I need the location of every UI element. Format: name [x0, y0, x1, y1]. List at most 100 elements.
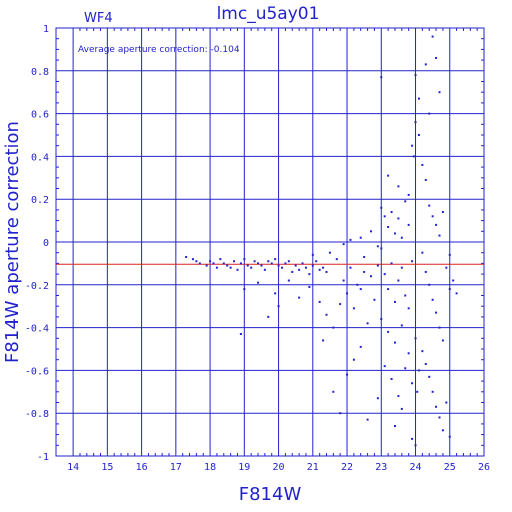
- data-point: [424, 270, 427, 273]
- data-point: [267, 260, 270, 263]
- data-point: [414, 121, 417, 124]
- y-tick-label: 0.8: [31, 67, 49, 78]
- y-tick-label: 0.6: [31, 110, 49, 121]
- data-point: [431, 390, 434, 393]
- x-tick-label: 25: [444, 462, 456, 473]
- data-point: [390, 262, 393, 265]
- data-point: [438, 91, 441, 94]
- data-point: [438, 416, 441, 419]
- data-point: [400, 324, 403, 327]
- data-point: [311, 264, 314, 267]
- data-point: [404, 200, 407, 203]
- data-point: [298, 296, 301, 299]
- x-tick-label: 20: [273, 462, 285, 473]
- data-point: [339, 303, 342, 306]
- data-point: [270, 262, 273, 265]
- data-point: [229, 266, 232, 269]
- data-point: [452, 279, 455, 282]
- y-tick-label: -1: [37, 452, 49, 463]
- data-point: [438, 326, 441, 329]
- data-point: [411, 382, 414, 385]
- y-tick-label: -0.8: [25, 409, 49, 420]
- x-tick-label: 21: [307, 462, 319, 473]
- x-tick-label: 17: [170, 462, 182, 473]
- data-point: [435, 311, 438, 314]
- data-point: [407, 352, 410, 355]
- data-point: [287, 279, 290, 282]
- data-point: [294, 264, 297, 267]
- data-point: [185, 255, 188, 258]
- x-tick-label: 15: [101, 462, 113, 473]
- data-point: [380, 76, 383, 79]
- data-point: [250, 266, 253, 269]
- data-point: [380, 247, 383, 250]
- plot-frame: [55, 27, 485, 457]
- x-tick-label: 18: [204, 462, 216, 473]
- data-point: [393, 300, 396, 303]
- y-tick-label: -0.6: [25, 366, 49, 377]
- data-point: [428, 283, 431, 286]
- data-point: [417, 97, 420, 100]
- data-point: [431, 215, 434, 218]
- chart-title: lmc_u5ay01: [217, 4, 320, 24]
- data-point: [445, 401, 448, 404]
- y-tick-label: 0.4: [31, 152, 49, 163]
- data-point: [236, 268, 239, 271]
- data-point: [198, 262, 201, 265]
- data-point: [424, 362, 427, 365]
- y-tick-label: 0: [43, 238, 49, 249]
- data-point: [287, 260, 290, 263]
- data-point: [455, 292, 458, 295]
- data-point: [441, 339, 444, 342]
- data-point: [322, 339, 325, 342]
- x-tick-label: 24: [409, 462, 421, 473]
- x-tick-label: 23: [375, 462, 387, 473]
- panel-label: WF4: [84, 11, 113, 26]
- x-tick-label: 19: [238, 462, 250, 473]
- data-point: [431, 298, 434, 301]
- data-point: [315, 260, 318, 263]
- data-point: [448, 435, 451, 438]
- y-tick-label: 0.2: [31, 195, 49, 206]
- data-point: [311, 253, 314, 256]
- data-point: [325, 313, 328, 316]
- data-point: [400, 236, 403, 239]
- data-point: [260, 264, 263, 267]
- y-tick-label: -0.4: [25, 324, 49, 335]
- data-point: [376, 245, 379, 248]
- data-point: [397, 217, 400, 220]
- x-tick-label: 16: [136, 462, 148, 473]
- data-point: [342, 279, 345, 282]
- data-point: [325, 270, 328, 273]
- data-point: [421, 163, 424, 166]
- data-point: [277, 264, 280, 267]
- data-point: [335, 258, 338, 261]
- data-point: [253, 260, 256, 263]
- data-point: [212, 262, 215, 265]
- data-point: [308, 285, 311, 288]
- data-point: [428, 204, 431, 207]
- data-point: [411, 260, 414, 263]
- data-point: [366, 322, 369, 325]
- data-point: [274, 258, 277, 261]
- data-point: [280, 266, 283, 269]
- data-point: [349, 238, 352, 241]
- data-point: [407, 307, 410, 310]
- data-point: [445, 266, 448, 269]
- data-point: [435, 405, 438, 408]
- data-point: [393, 425, 396, 428]
- data-point: [352, 307, 355, 310]
- data-point: [411, 437, 414, 440]
- data-point: [404, 367, 407, 370]
- data-point: [239, 262, 242, 265]
- data-point: [346, 292, 349, 295]
- data-point: [441, 429, 444, 432]
- data-point: [291, 270, 294, 273]
- data-point: [328, 251, 331, 254]
- data-point: [404, 294, 407, 297]
- data-point: [424, 178, 427, 181]
- data-point: [383, 215, 386, 218]
- data-point: [363, 270, 366, 273]
- data-point: [400, 407, 403, 410]
- data-point: [263, 268, 266, 271]
